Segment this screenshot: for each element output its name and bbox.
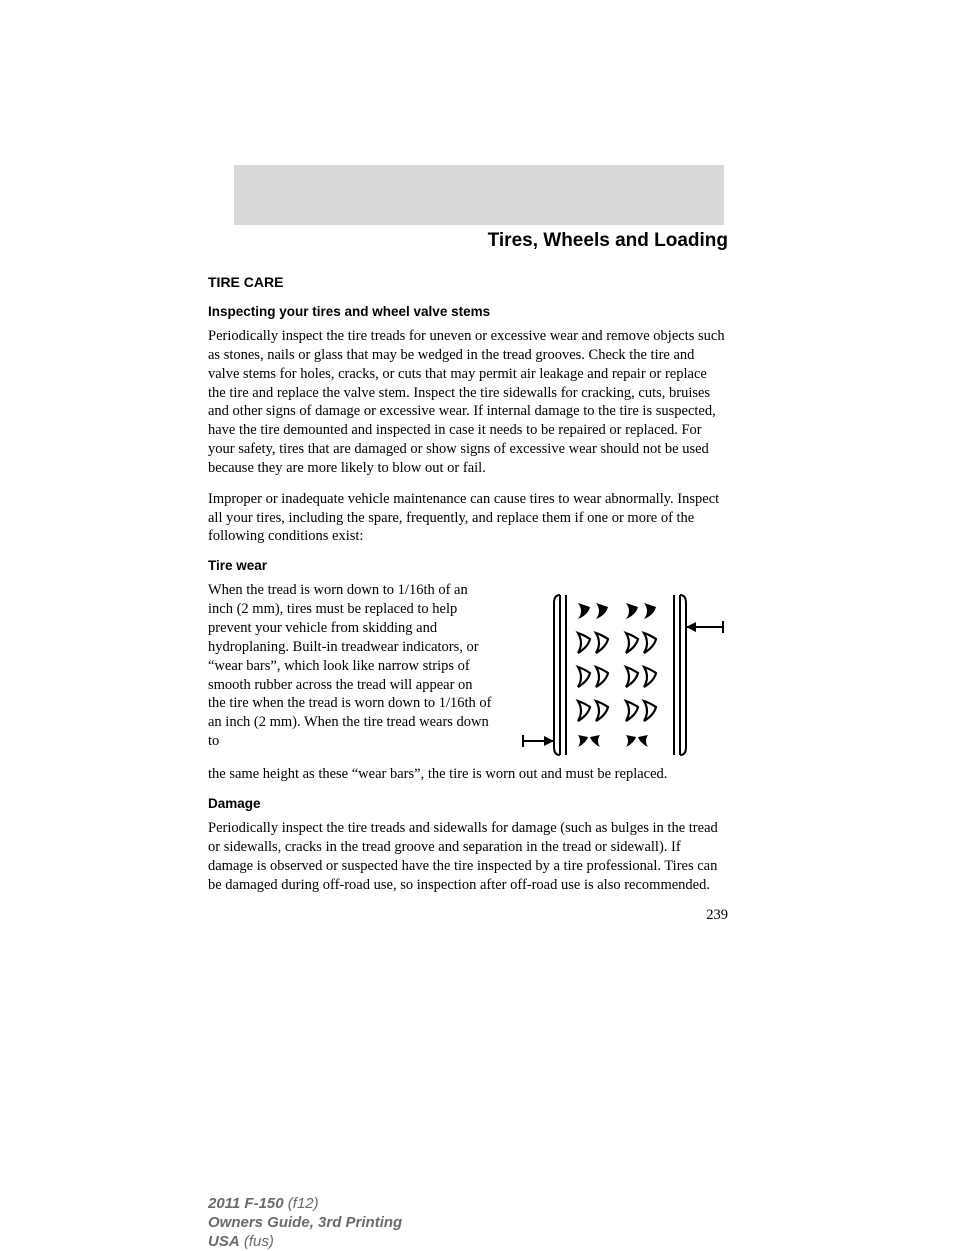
header-gray-bar [234,165,724,225]
subsection-heading-damage: Damage [208,796,728,811]
tire-wear-text-wrapped: When the tread is worn down to 1/16th of… [208,581,493,751]
subsection-heading-tire-wear: Tire wear [208,558,728,573]
tire-tread-diagram [518,585,728,765]
footer-line-1: 2011 F-150 (f12) [208,1195,402,1214]
chapter-title: Tires, Wheels and Loading [208,230,728,252]
footer-region-code: (fus) [240,1233,274,1250]
tire-wear-section: When the tread is worn down to 1/16th of… [208,581,728,765]
tire-wear-para-wrapped: When the tread is worn down to 1/16th of… [208,581,493,751]
section-heading-tire-care: TIRE CARE [208,274,728,290]
damage-para: Periodically inspect the tire treads and… [208,819,728,894]
tire-tread-icon [518,585,728,765]
inspecting-para-2: Improper or inadequate vehicle maintenan… [208,490,728,547]
footer-model: 2011 F-150 [208,1195,284,1212]
footer-model-code: (f12) [284,1195,319,1212]
page-content: Tires, Wheels and Loading TIRE CARE Insp… [208,230,728,924]
footer-line-2: Owners Guide, 3rd Printing [208,1214,402,1233]
inspecting-para-1: Periodically inspect the tire treads for… [208,327,728,478]
subsection-heading-inspecting: Inspecting your tires and wheel valve st… [208,304,728,319]
page-number: 239 [208,907,728,924]
tire-wear-para-continued: the same height as these “wear bars”, th… [208,765,728,784]
footer-line-3: USA (fus) [208,1233,402,1251]
footer-region: USA [208,1233,240,1250]
page-footer: 2011 F-150 (f12) Owners Guide, 3rd Print… [208,1195,402,1251]
